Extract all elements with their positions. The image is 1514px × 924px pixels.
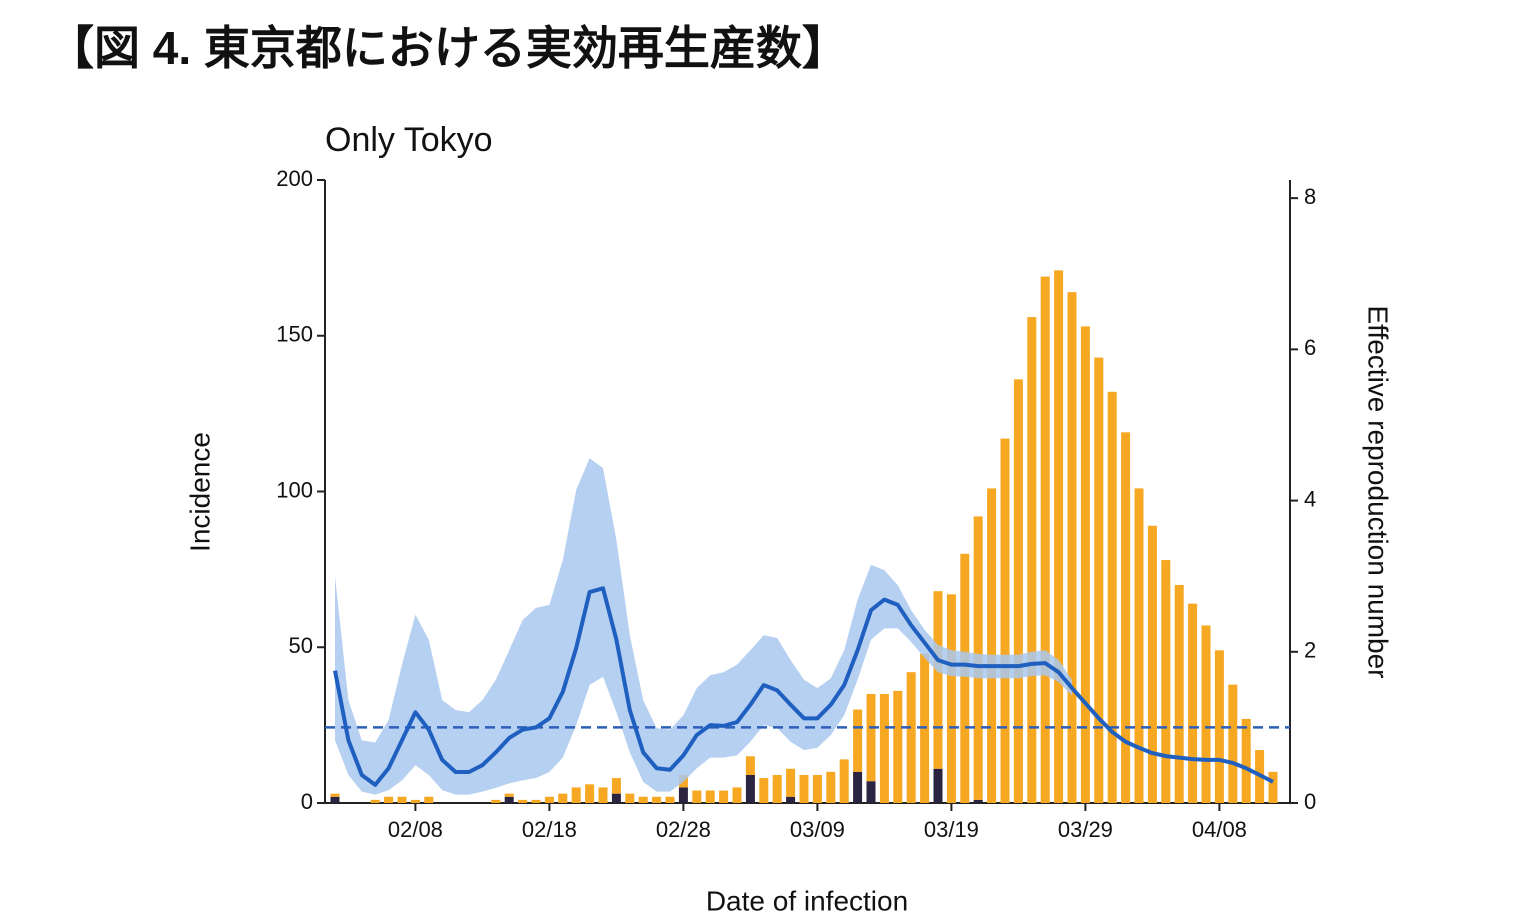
bar xyxy=(839,759,849,803)
bar xyxy=(799,774,809,803)
y2-tick-label: 4 xyxy=(1304,486,1316,511)
y2-tick-label: 0 xyxy=(1304,789,1316,814)
y-axis-label: Incidence xyxy=(184,432,215,552)
bar xyxy=(893,690,903,803)
bar xyxy=(866,693,876,782)
x-axis-label: Date of infection xyxy=(706,885,908,916)
bar xyxy=(544,796,554,803)
bar xyxy=(585,784,595,803)
bar xyxy=(504,793,514,797)
bar xyxy=(330,796,340,803)
bar xyxy=(1214,650,1224,803)
bar xyxy=(853,771,863,803)
bar xyxy=(933,768,943,803)
bar xyxy=(1201,625,1211,803)
bar xyxy=(1054,270,1064,804)
bar xyxy=(866,781,876,803)
y-tick-label: 150 xyxy=(276,322,313,347)
bar xyxy=(759,778,769,803)
x-tick-label: 03/09 xyxy=(790,817,845,842)
y2-tick-label: 2 xyxy=(1304,638,1316,663)
x-tick-label: 03/29 xyxy=(1058,817,1113,842)
bar xyxy=(518,799,528,803)
bar xyxy=(424,796,434,803)
bar xyxy=(370,799,380,803)
bar xyxy=(1000,438,1010,803)
bar xyxy=(732,787,742,803)
chart-title: 【図 4. 東京都における実効再生産数】 xyxy=(48,22,848,74)
bar xyxy=(987,488,997,803)
bar xyxy=(946,594,956,803)
bar xyxy=(1161,560,1171,803)
bar xyxy=(1228,684,1238,803)
bar xyxy=(571,787,581,803)
bar xyxy=(1027,317,1037,803)
x-tick-label: 02/28 xyxy=(656,817,711,842)
bar xyxy=(1147,525,1157,803)
bar xyxy=(772,774,782,803)
y-tick-label: 200 xyxy=(276,166,313,191)
bar xyxy=(1094,357,1104,803)
bar xyxy=(1268,771,1278,803)
bar xyxy=(745,774,755,803)
bar xyxy=(410,799,420,803)
bar xyxy=(611,778,621,794)
chart-subtitle: Only Tokyo xyxy=(325,121,493,159)
bar xyxy=(558,793,568,803)
bar xyxy=(960,553,970,803)
line xyxy=(333,586,1274,787)
bar xyxy=(705,790,715,803)
x-tick-label: 02/08 xyxy=(388,817,443,842)
bar xyxy=(638,796,648,803)
bar xyxy=(812,774,822,803)
bar xyxy=(1080,326,1090,803)
bar xyxy=(652,796,662,803)
bar xyxy=(1013,379,1023,803)
bar xyxy=(1067,292,1077,803)
bar xyxy=(504,796,514,803)
bar xyxy=(786,796,796,803)
y2-tick-label: 6 xyxy=(1304,335,1316,360)
y-tick-label: 100 xyxy=(276,477,313,502)
bar xyxy=(598,787,608,803)
bar xyxy=(625,793,635,803)
bar xyxy=(384,796,394,803)
bar xyxy=(853,709,863,772)
bar xyxy=(879,693,889,803)
bar xyxy=(719,790,729,803)
bar xyxy=(973,799,983,803)
bar xyxy=(531,799,541,803)
y2-axis-label: Effective reproduction number xyxy=(1363,305,1394,678)
y-tick-label: 50 xyxy=(289,633,313,658)
bar xyxy=(665,796,675,803)
bar xyxy=(330,793,340,797)
bar xyxy=(906,672,916,803)
bar xyxy=(1188,603,1198,803)
y-tick-label: 0 xyxy=(301,789,313,814)
bar xyxy=(678,787,688,803)
bar xyxy=(692,790,702,803)
y2-tick-label: 8 xyxy=(1304,184,1316,209)
bar xyxy=(786,768,796,797)
bar xyxy=(933,591,943,769)
confidence-band xyxy=(335,458,1072,795)
bar xyxy=(1134,488,1144,803)
bar xyxy=(611,793,621,803)
bar xyxy=(1040,276,1050,803)
bar xyxy=(1107,391,1117,803)
bar xyxy=(745,756,755,775)
bar xyxy=(826,771,836,803)
bar xyxy=(1121,432,1131,803)
bar xyxy=(1174,584,1184,803)
bar xyxy=(397,796,407,803)
bar xyxy=(1241,718,1251,803)
x-tick-label: 03/19 xyxy=(924,817,979,842)
bar xyxy=(491,799,501,803)
x-tick-label: 02/18 xyxy=(522,817,577,842)
x-tick-label: 04/08 xyxy=(1192,817,1247,842)
